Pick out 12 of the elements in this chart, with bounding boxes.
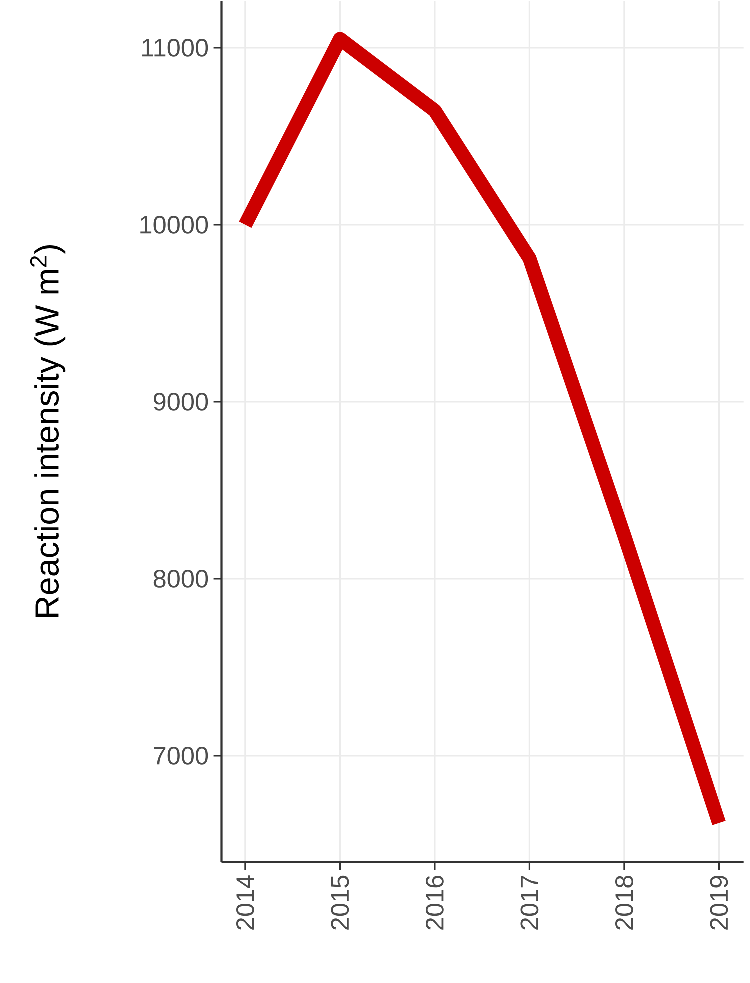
x-tick-label: 2014 (236, 876, 254, 930)
x-tick-label: 2018 (615, 876, 634, 930)
y-tick-label: 7000 (154, 746, 208, 765)
y-tick-label: 9000 (154, 392, 208, 411)
y-tick-label: 8000 (154, 570, 208, 588)
x-tick-label: 2017 (520, 876, 539, 930)
y-tick-label: 11000 (142, 39, 208, 57)
y-axis-title: Reaction intensity (W m$^{2}$) (30, 246, 66, 618)
y-tick-label: 10000 (140, 216, 208, 234)
x-tick-label: 2015 (331, 876, 350, 930)
x-tick-label: 2019 (710, 876, 728, 930)
x-tick-label: 2016 (426, 876, 444, 930)
